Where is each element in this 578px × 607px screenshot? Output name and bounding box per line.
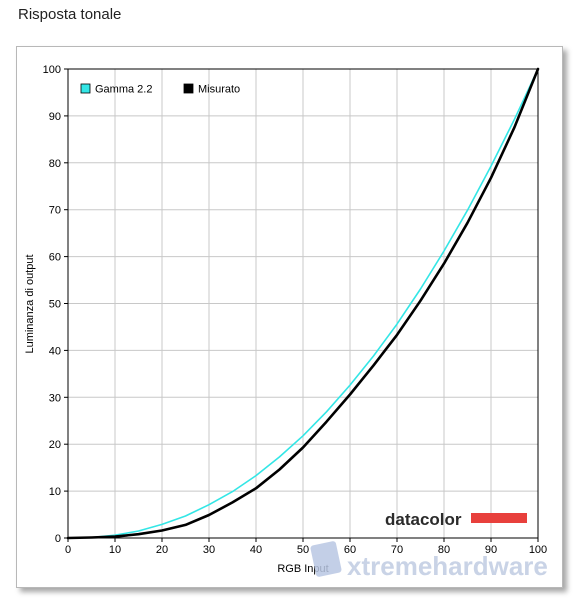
y-tick-label: 10 [49, 486, 61, 498]
y-tick-label: 20 [49, 439, 61, 451]
legend-label-measured: Misurato [198, 84, 240, 96]
y-tick-label: 30 [49, 392, 61, 404]
y-axis-title: Luminanza di output [24, 254, 36, 353]
legend-swatch-gamma [80, 83, 91, 94]
x-tick-label: 20 [156, 544, 168, 556]
x-tick-label: 60 [344, 544, 356, 556]
x-tick-label: 0 [65, 544, 71, 556]
x-tick-label: 70 [391, 544, 403, 556]
y-tick-label: 80 [49, 158, 61, 170]
series-line-gamma [67, 68, 539, 539]
y-tick-label: 50 [49, 299, 61, 311]
datacolor-logo-bar [471, 513, 527, 523]
watermark-text: xtremehardware.com [347, 551, 547, 581]
x-tick-label: 50 [297, 544, 309, 556]
legend-swatch-measured [183, 83, 194, 94]
axis-layer: 0 10 20 30 40 50 60 70 80 90 100 0 10 20 30 40 50 60 70 80 9… [43, 64, 548, 556]
x-tick-label: 40 [250, 544, 262, 556]
x-tick-label: 90 [485, 544, 497, 556]
plot-area-border [67, 68, 539, 539]
legend: Gamma 2.2 Misurato [80, 83, 240, 96]
y-tick-label: 60 [49, 252, 61, 264]
tonal-response-chart: 0 10 20 30 40 50 60 70 80 90 100 0 10 20 30 40 50 60 70 80 9… [24, 64, 548, 575]
y-tick-label: 90 [49, 111, 61, 123]
page-title: Risposta tonale [18, 6, 122, 23]
series-layer [66, 67, 540, 540]
x-tick-label: 30 [203, 544, 215, 556]
y-tick-label: 100 [43, 64, 61, 76]
x-tick-label: 80 [438, 544, 450, 556]
y-tick-label: 40 [49, 345, 61, 357]
legend-label-gamma: Gamma 2.2 [95, 84, 152, 96]
series-line-measured [66, 67, 540, 540]
watermark: xtremehardware.com [307, 539, 547, 589]
watermark-graphic: xtremehardware.com [310, 541, 547, 581]
y-tick-label: 70 [49, 205, 61, 217]
x-tick-label: 10 [109, 544, 121, 556]
chart-frame: 0 10 20 30 40 50 60 70 80 90 100 0 10 20 30 40 50 60 70 80 9… [16, 46, 563, 588]
grid-layer [68, 69, 538, 538]
datacolor-logo-text: datacolor [385, 510, 462, 529]
x-tick-label: 100 [529, 544, 547, 556]
y-tick-label: 0 [55, 533, 61, 545]
datacolor-logo: datacolor [385, 510, 527, 529]
